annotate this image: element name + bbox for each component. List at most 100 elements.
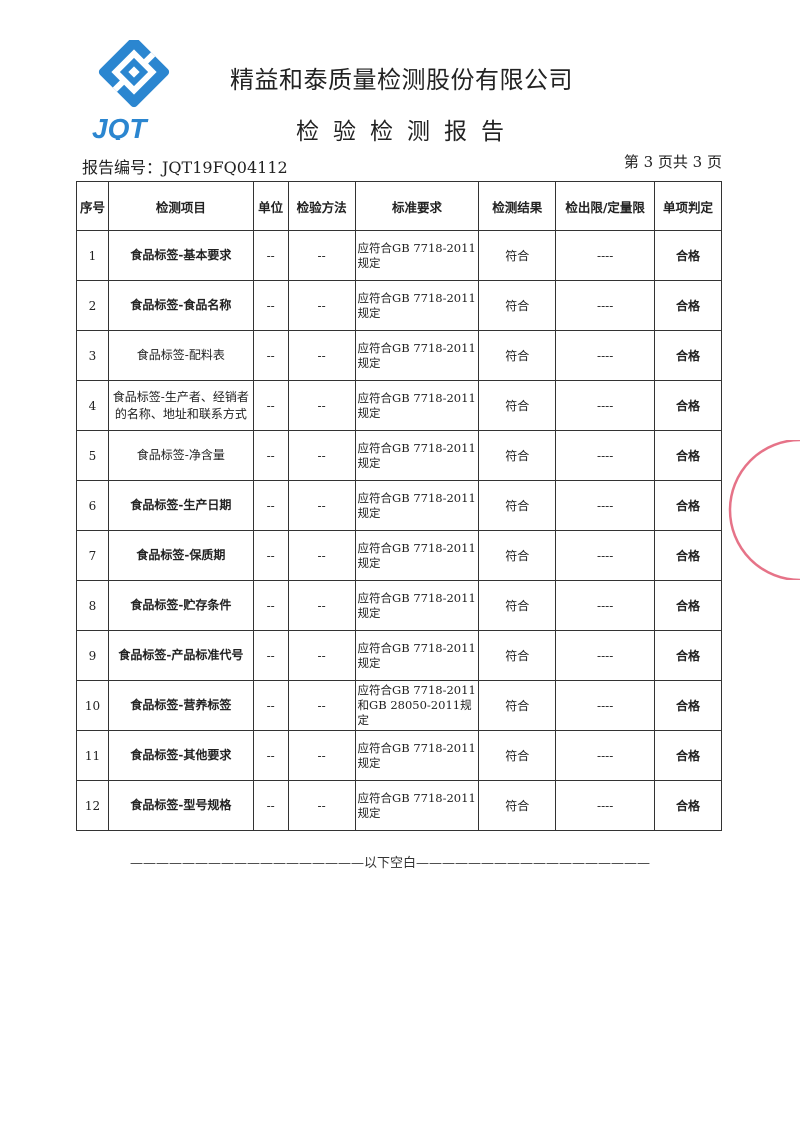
column-header: 单位 [252,181,289,231]
cell-std: 应符合GB 7718-2011规定 [354,330,480,381]
official-seal [660,438,800,584]
cell-no: 5 [76,430,109,481]
cell-limit: ---- [555,580,656,631]
cell-method: -- [287,780,356,831]
cell-std: 应符合GB 7718-2011规定 [354,380,480,431]
cell-no: 4 [76,380,109,431]
cell-no: 8 [76,580,109,631]
cell-item: 食品标签-型号规格 [107,780,254,831]
cell-result: 符合 [478,680,557,731]
column-header: 检验方法 [287,181,356,231]
cell-limit: ---- [555,730,656,781]
cell-unit: -- [252,630,289,681]
table-row: 2 食品标签-食品名称 -- -- 应符合GB 7718-2011规定 符合 ---- 合格 [76,280,722,331]
cell-method: -- [287,380,356,431]
cell-result: 符合 [478,630,557,681]
cell-verdict: 合格 [654,780,722,831]
cell-method: -- [287,480,356,531]
cell-no: 7 [76,530,109,581]
cell-method: -- [287,330,356,381]
column-header: 检测项目 [107,181,254,231]
cell-method: -- [287,530,356,581]
page-info: 第 3 页共 3 页 [623,153,722,171]
cell-std: 应符合GB 7718-2011规定 [354,780,480,831]
column-header: 检出限/定量限 [555,181,656,231]
cell-std: 应符合GB 7718-2011和GB 28050-2011规定 [354,680,480,731]
cell-limit: ---- [555,530,656,581]
cell-no: 10 [76,680,109,731]
cell-limit: ---- [555,230,656,281]
cell-result: 符合 [478,380,557,431]
cell-unit: -- [252,430,289,481]
cell-method: -- [287,730,356,781]
cell-verdict: 合格 [654,530,722,581]
cell-std: 应符合GB 7718-2011规定 [354,630,480,681]
cell-method: -- [287,630,356,681]
cell-result: 符合 [478,280,557,331]
cell-verdict: 合格 [654,480,722,531]
cell-verdict: 合格 [654,680,722,731]
cell-result: 符合 [478,480,557,531]
table-row: 5 食品标签-净含量 -- -- 应符合GB 7718-2011规定 符合 ---- 合格 [76,430,722,481]
cell-limit: ---- [555,330,656,381]
cell-verdict: 合格 [654,280,722,331]
cell-no: 9 [76,630,109,681]
column-header: 检测结果 [478,181,557,231]
cell-unit: -- [252,380,289,431]
cell-item: 食品标签-配料表 [107,330,254,381]
cell-unit: -- [252,230,289,281]
column-header: 标准要求 [354,181,480,231]
cell-item: 食品标签-生产日期 [107,480,254,531]
cell-result: 符合 [478,730,557,781]
column-header: 序号 [76,181,109,231]
table-row: 4 食品标签-生产者、经销者的名称、地址和联系方式 -- -- 应符合GB 7718-2… [76,380,722,431]
cell-item: 食品标签-其他要求 [107,730,254,781]
cell-result: 符合 [478,530,557,581]
cell-verdict: 合格 [654,330,722,381]
cell-result: 符合 [478,430,557,481]
table-row: 1 食品标签-基本要求 -- -- 应符合GB 7718-2011规定 符合 ---- 合格 [76,230,722,281]
cell-limit: ---- [555,630,656,681]
cell-unit: -- [252,580,289,631]
cell-verdict: 合格 [654,630,722,681]
cell-method: -- [287,430,356,481]
table-row: 8 食品标签-贮存条件 -- -- 应符合GB 7718-2011规定 符合 ---- 合格 [76,580,722,631]
table-row: 10 食品标签-营养标签 -- -- 应符合GB 7718-2011和GB 28050-… [76,680,722,731]
cell-item: 食品标签-产品标准代号 [107,630,254,681]
cell-limit: ---- [555,280,656,331]
cell-unit: -- [252,730,289,781]
cell-unit: -- [252,530,289,581]
cell-result: 符合 [478,580,557,631]
cell-limit: ---- [555,780,656,831]
cell-no: 3 [76,330,109,381]
cell-no: 2 [76,280,109,331]
cell-result: 符合 [478,330,557,381]
cell-std: 应符合GB 7718-2011规定 [354,530,480,581]
table-row: 12 食品标签-型号规格 -- -- 应符合GB 7718-2011规定 符合 ---- 合格 [76,780,722,831]
results-table: 序号 检测项目 单位 检验方法 标准要求 检测结果 检出限/定量限 单项判定 1 食品标签-基本… [76,181,722,831]
cell-no: 6 [76,480,109,531]
svg-text:JQT: JQT [92,113,149,140]
jqt-logo: JQT [90,36,180,144]
cell-verdict: 合格 [654,230,722,281]
cell-std: 应符合GB 7718-2011规定 [354,430,480,481]
cell-unit: -- [252,680,289,731]
cell-limit: ---- [555,430,656,481]
cell-method: -- [287,680,356,731]
cell-std: 应符合GB 7718-2011规定 [354,230,480,281]
cell-unit: -- [252,330,289,381]
cell-method: -- [287,580,356,631]
cell-unit: -- [252,280,289,331]
blank-below-line: ——————————————————以下空白—————————————————— [130,856,651,871]
report-title: 检验检测报告 [296,119,518,145]
cell-unit: -- [252,480,289,531]
cell-std: 应符合GB 7718-2011规定 [354,580,480,631]
company-name: 精益和泰质量检测股份有限公司 [230,66,573,94]
report-number: 报告编号：JQT19FQ04112 [82,158,288,177]
cell-item: 食品标签-保质期 [107,530,254,581]
cell-item: 食品标签-生产者、经销者的名称、地址和联系方式 [107,380,254,431]
cell-unit: -- [252,780,289,831]
cell-item: 食品标签-净含量 [107,430,254,481]
cell-std: 应符合GB 7718-2011规定 [354,280,480,331]
table-row: 3 食品标签-配料表 -- -- 应符合GB 7718-2011规定 符合 ---- 合格 [76,330,722,381]
